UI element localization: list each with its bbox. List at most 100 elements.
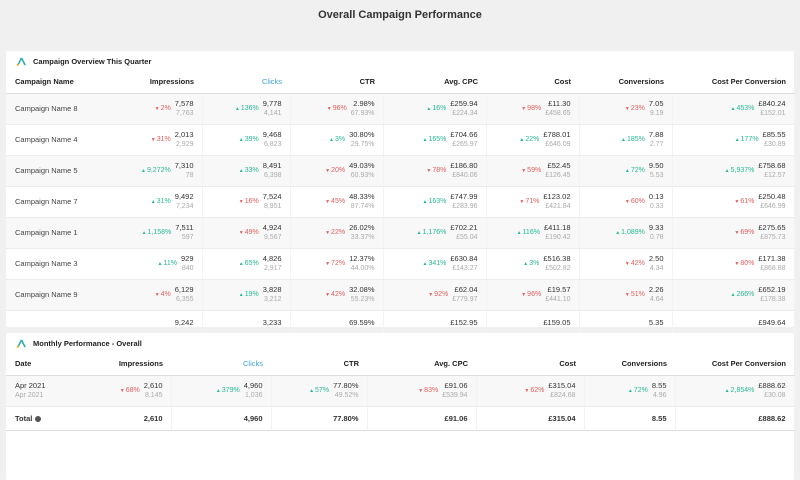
totals-row: Total 2,610 4,960 77.80% £91.06 £315.04 8.55 £8… — [6, 406, 795, 431]
metric-cell: ▼22% 26.02% 33.37% — [290, 217, 384, 249]
triangle-down-icon: ▼ — [119, 388, 125, 394]
metric-cell-content: ▲136% 9,778 4,141 — [203, 99, 282, 119]
current-value: £630.84 — [450, 253, 478, 263]
metric-cell: ▼96% 2.98% 67.93% — [290, 93, 384, 125]
metric-cell: ▼23% 7.05 9.19 — [579, 93, 673, 125]
column-header[interactable]: Impressions — [118, 71, 202, 94]
campaign-name[interactable]: Campaign Name 9 — [6, 279, 118, 311]
column-header[interactable]: Cost Per Conversion — [672, 71, 794, 94]
current-value: 4,924 — [262, 222, 282, 232]
column-header[interactable]: Conversions — [584, 353, 675, 376]
column-header[interactable]: Avg. CPC — [367, 353, 476, 376]
change-delta: ▼31% — [151, 136, 171, 143]
change-percent: 9,272% — [146, 167, 171, 174]
change-delta: ▲3% — [329, 136, 345, 143]
metric-cell: ▼60% 0.13 0.33 — [579, 186, 673, 218]
metric-cell-content: ▼42% 32.08% 55.23% — [291, 285, 374, 305]
metric-cell-content: ▲177% £85.55 £30.89 — [673, 130, 786, 150]
metric-cell-content: ▼49% 4,924 9,567 — [203, 223, 282, 243]
metric-values: 2.98% 67.93% — [351, 99, 375, 119]
panel-title: Campaign Overview This Quarter — [33, 56, 152, 66]
column-header[interactable]: CTR — [290, 71, 383, 94]
total-value: 69.59% — [290, 310, 384, 334]
metric-values: £758.68 £12.57 — [758, 161, 785, 181]
column-header[interactable]: Impressions — [86, 353, 171, 376]
previous-value: £143.27 — [452, 264, 478, 272]
triangle-down-icon: ▼ — [624, 261, 630, 267]
change-percent: 31% — [156, 136, 171, 143]
metric-values: 0.13 0.33 — [649, 192, 664, 212]
previous-value: £421.84 — [545, 202, 571, 210]
triangle-up-icon: ▲ — [141, 168, 146, 174]
column-header-sorted[interactable]: Clicks — [202, 71, 290, 94]
column-header[interactable]: Cost Per Conversion — [675, 353, 794, 376]
change-percent: 163% — [428, 198, 447, 205]
table-row[interactable]: Campaign Name 5 ▲9,272% 7,310 78 ▲33% 8,491 6,… — [6, 155, 795, 187]
column-header-sorted[interactable]: Clicks — [171, 353, 271, 376]
campaign-name[interactable]: Campaign Name 5 — [6, 155, 118, 187]
triangle-down-icon: ▼ — [524, 388, 530, 394]
table-row[interactable]: Campaign Name 3 ▲11% 929 840 ▲65% 4,826 2,917 ▼… — [6, 248, 795, 280]
current-value: £62.04 — [454, 284, 478, 294]
change-percent: 3% — [529, 260, 540, 267]
column-header[interactable]: Avg. CPC — [383, 71, 486, 94]
change-percent: 22% — [331, 229, 346, 236]
metric-cell: ▼16% 7,524 8,951 — [202, 186, 291, 218]
metric-cell: ▲379% 4,960 1,036 — [171, 375, 272, 407]
total-value: £91.06 — [367, 406, 477, 431]
change-delta: ▲136% — [235, 105, 259, 112]
campaign-name[interactable]: Campaign Name 3 — [6, 248, 118, 280]
column-header[interactable]: Cost — [476, 353, 584, 376]
previous-value: £539.94 — [442, 391, 468, 399]
table-row[interactable]: Campaign Name 9 ▼4% 6,129 6,355 ▲19% 3,828 3,2… — [6, 279, 795, 311]
info-icon[interactable] — [35, 415, 42, 422]
change-percent: 68% — [125, 387, 140, 394]
total-value: 5.35 — [579, 310, 673, 334]
table-row[interactable]: Apr 2021 Apr 2021 ▼68% 2,610 8,145 ▲379% 4,960… — [6, 375, 795, 407]
metric-cell-content: ▲31% 9,492 7,234 — [118, 192, 194, 212]
metric-values: £91.06 £539.94 — [442, 381, 467, 401]
triangle-up-icon: ▲ — [724, 388, 730, 394]
metric-values: 929 840 — [181, 254, 194, 274]
metric-cell-content: ▲1,176% £702.21 £55.04 — [384, 223, 478, 243]
previous-value: 33.37% — [350, 233, 375, 241]
campaign-name[interactable]: Campaign Name 8 — [6, 93, 118, 125]
change-delta: ▲16% — [426, 105, 446, 112]
current-value: 2.98% — [353, 98, 375, 108]
metric-cell-content: ▲341% £630.84 £143.27 — [384, 254, 478, 274]
change-delta: ▲33% — [239, 167, 259, 174]
table-row[interactable]: Campaign Name 1 ▲1,158% 7,511 597 ▼49% 4,924 9… — [6, 217, 795, 249]
metric-cell-content: ▲163% £747.99 £283.96 — [384, 192, 478, 212]
metric-cell: ▼68% 2,610 8,145 — [86, 375, 172, 407]
current-value: 26.02% — [349, 222, 375, 232]
current-value: £123.02 — [543, 191, 571, 201]
column-header[interactable]: Campaign Name — [6, 71, 118, 94]
change-percent: 1,176% — [422, 229, 447, 236]
change-delta: ▲379% — [216, 387, 240, 394]
change-percent: 59% — [527, 167, 542, 174]
metric-cell-content: ▲3% £516.38 £502.82 — [487, 254, 571, 274]
table-row[interactable]: Campaign Name 4 ▼31% 2,013 2,929 ▲39% 9,468 6,… — [6, 124, 795, 156]
change-delta: ▼96% — [327, 105, 347, 112]
column-header[interactable]: Date — [6, 353, 86, 376]
metric-values: £123.02 £421.84 — [543, 192, 570, 212]
previous-value: £502.82 — [545, 264, 571, 272]
campaign-name[interactable]: Campaign Name 1 — [6, 217, 118, 249]
total-label: Total — [15, 413, 33, 423]
column-header[interactable]: Cost — [486, 71, 579, 94]
current-value: £171.38 — [758, 253, 786, 263]
table-row[interactable]: Campaign Name 7 ▲31% 9,492 7,234 ▼16% 7,524 8,… — [6, 186, 795, 218]
column-header[interactable]: Conversions — [579, 71, 672, 94]
previous-value: 2,929 — [175, 140, 194, 148]
change-percent: 5,937% — [730, 167, 755, 174]
column-header[interactable]: CTR — [271, 353, 367, 376]
metric-cell-content: ▲22% £788.01 £646.09 — [487, 130, 570, 150]
previous-value: £152.01 — [760, 109, 786, 117]
triangle-down-icon: ▼ — [154, 106, 160, 112]
campaign-name[interactable]: Campaign Name 7 — [6, 186, 118, 218]
campaign-name[interactable]: Campaign Name 4 — [6, 124, 118, 156]
table-row[interactable]: Campaign Name 8 ▼2% 7,578 7,763 ▲136% 9,778 4,… — [6, 93, 795, 125]
current-value: 7,524 — [262, 191, 282, 201]
previous-value: £824.68 — [550, 391, 576, 399]
triangle-up-icon: ▲ — [615, 230, 621, 236]
